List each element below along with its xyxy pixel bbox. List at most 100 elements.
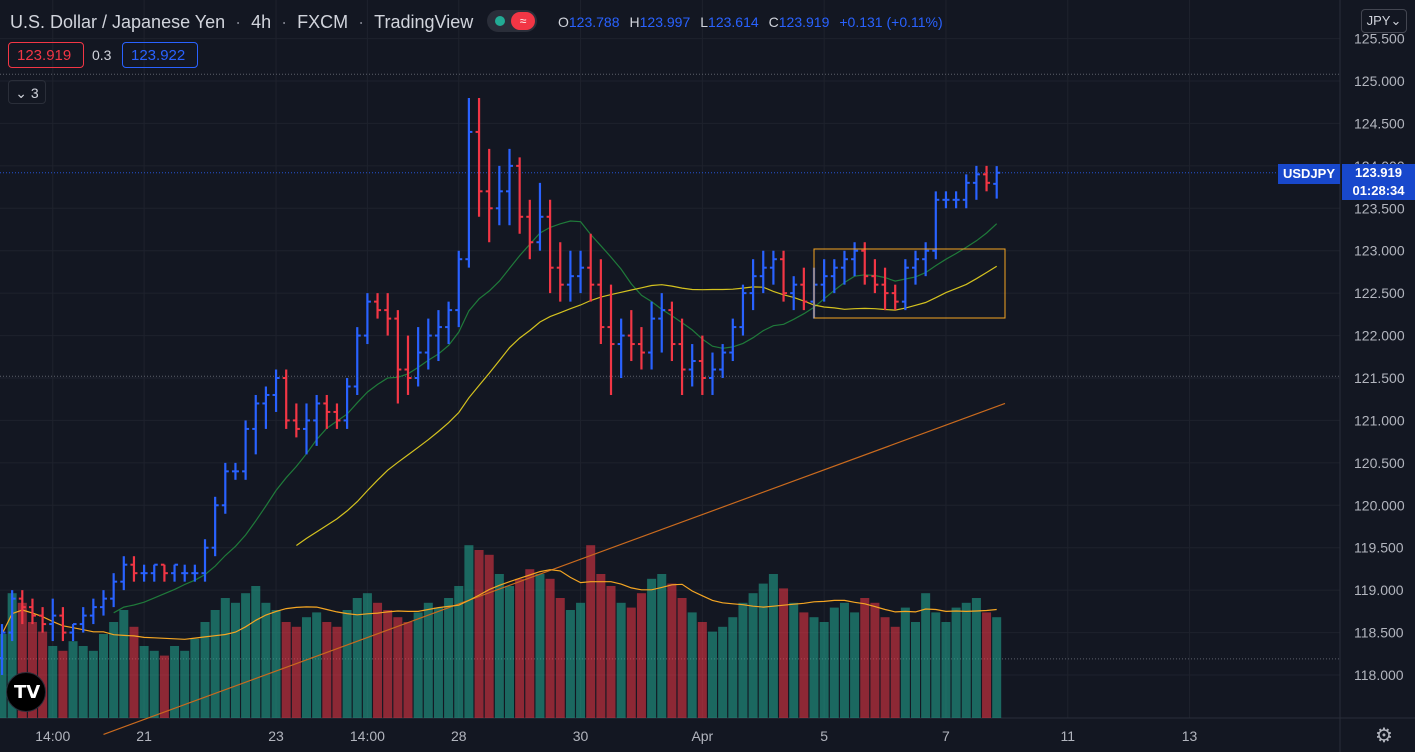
volume-bar [444,598,454,718]
price-tick-label: 118.500 [1354,625,1404,641]
ohlc-bar [374,293,382,319]
volume-bar [474,550,484,718]
volume-bar [190,638,200,718]
price-tick-label: 125.000 [1354,73,1405,89]
indicators-collapse-button[interactable]: ⌄ 3 [8,80,46,104]
ohlc-bar [231,462,239,480]
volume-bar [210,610,220,718]
platform: TradingView [374,11,474,32]
volume-bar [464,545,474,718]
volume-bar [119,610,129,718]
bar-countdown: 01:28:34 [1352,183,1405,198]
volume-bar [139,646,149,718]
buy-button[interactable]: 123.922 [122,42,198,68]
volume-bar [758,583,768,718]
price-tick-label: 120.000 [1354,497,1405,513]
price-tick-label: 121.500 [1354,370,1405,386]
volume-bar [352,598,362,718]
volume-bar [322,622,332,718]
ohlc-bar [800,267,808,311]
gear-icon[interactable]: ⚙ [1375,725,1393,747]
chevron-down-icon: ⌄ [15,85,28,101]
ohlc-bar [171,563,179,582]
volume-bar [109,622,119,718]
volume-bar [342,610,352,718]
volume-bar [728,617,738,718]
price-tick-label: 123.500 [1354,200,1405,216]
ohlc-bar [465,97,473,268]
volume-bar [393,617,403,718]
ohlc-bar [516,157,524,234]
ohlc-bar [506,148,513,226]
ohlc-bar [8,590,16,642]
volume-bar [768,574,778,718]
ohlc-bar [120,556,128,591]
time-tick-label: 13 [1182,728,1198,744]
volume-bar [900,607,910,718]
volume-bar [149,650,159,718]
volume-bar [839,602,849,718]
volume-bar [809,617,819,718]
ohlc-bar [39,607,47,633]
ohlc-bar [333,403,341,429]
ohlc-bar [89,598,97,625]
ohlc-bar [536,182,544,251]
ohlc-bar [698,335,706,395]
ohlc-bar [972,165,980,200]
volume-bar [494,574,504,718]
close-value: 123.919 [778,14,830,30]
ohlc-bar [424,318,432,370]
ohlc-bar [221,462,229,514]
tradingview-logo-icon[interactable]: TV [6,672,46,712]
volume-bar [27,622,37,718]
volume-bar [961,602,971,718]
ohlc-bar [110,573,118,608]
volume-bar [261,602,271,718]
low-value: 123.614 [708,14,759,30]
separator: · [235,11,242,32]
volume-bar [291,626,301,718]
volume-bar [312,612,322,718]
ohlc-bar [384,293,392,336]
ohlc-bar [79,607,87,633]
volume-bar [433,607,443,718]
volume-bar [931,612,941,718]
ohlc-bar [729,318,737,362]
ohlc-bar [587,233,595,302]
ohlc-bar [993,166,1001,199]
market-status-toggle[interactable]: ≈ [487,10,537,32]
volume-bar [271,610,281,718]
currency-select[interactable]: JPY⌄ [1361,9,1407,33]
ohlc-bar [211,496,219,557]
ohlc-bar [414,327,422,387]
volume-bar [555,598,565,718]
time-tick-label: 30 [573,728,589,744]
volume-bar [697,622,707,718]
volume-bar [870,602,880,718]
ohlc-bar [434,310,442,362]
range-box [813,248,1006,319]
symbol-price-label: USDJPY [1278,164,1340,184]
volume-bar [992,617,1002,718]
interval[interactable]: 4h [251,11,272,32]
ohlc-bar [759,250,767,294]
symbol-name[interactable]: U.S. Dollar / Japanese Yen [10,11,226,32]
ohlc-bar [820,259,828,302]
volume-bar [667,583,677,718]
volume-bar [971,598,981,718]
price-tick-label: 121.000 [1354,412,1405,428]
time-tick-label: 23 [268,728,284,744]
volume-bar [982,612,992,718]
ohlc-bar [881,267,889,311]
price-tick-label: 123.000 [1354,243,1405,259]
volume-bar [748,593,758,718]
last-price-label: 123.919 01:28:34 [1342,164,1415,200]
volume-bar [829,607,839,718]
volume-bar [525,569,535,718]
sell-button[interactable]: 123.919 [8,42,84,68]
ohlc-bar [323,394,331,429]
ohlc-bar [191,564,199,582]
ohlc-bar [140,564,148,582]
ohlc-bar [952,191,960,209]
